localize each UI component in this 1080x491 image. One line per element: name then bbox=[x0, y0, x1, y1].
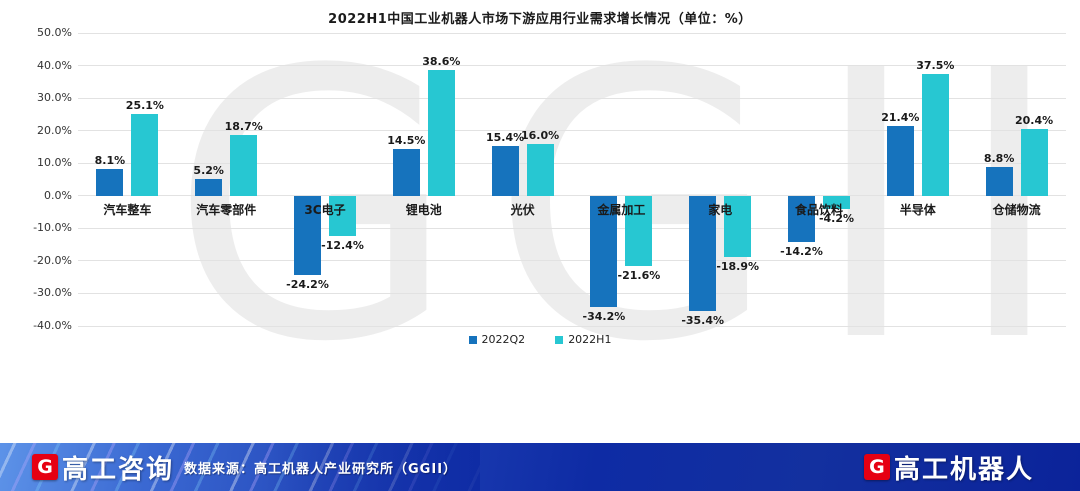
legend-swatch-icon bbox=[555, 335, 564, 344]
bar-2022H1-金属加工 bbox=[625, 195, 653, 267]
category-label: 食品饮料 bbox=[794, 202, 843, 217]
y-axis-tick-label: 30.0% bbox=[37, 91, 72, 105]
value-label: -34.2% bbox=[582, 310, 626, 324]
bar-2022Q2-家电 bbox=[689, 195, 717, 311]
category-label: 锂电池 bbox=[405, 202, 442, 217]
category-label: 仓储物流 bbox=[992, 202, 1041, 217]
bar-2022H1-3C电子 bbox=[329, 195, 356, 237]
ggii-logo-icon: G bbox=[32, 454, 58, 480]
bar-2022H1-光伏 bbox=[526, 143, 554, 196]
gridline bbox=[78, 325, 1066, 327]
bar-2022Q2-半导体 bbox=[886, 126, 914, 196]
gridline bbox=[78, 162, 1066, 164]
value-label: -24.2% bbox=[286, 277, 329, 291]
value-label: 25.1% bbox=[125, 99, 164, 113]
gridline bbox=[78, 130, 1066, 132]
category-label: 家电 bbox=[708, 202, 733, 217]
bar-2022H1-锂电池 bbox=[427, 70, 455, 196]
gridline bbox=[78, 227, 1066, 229]
bar-2022H1-家电 bbox=[724, 195, 752, 258]
value-label: -21.6% bbox=[617, 269, 661, 283]
bar-2022Q2-仓储物流 bbox=[985, 167, 1013, 196]
value-label: -35.4% bbox=[681, 314, 725, 328]
bar-2022H1-仓储物流 bbox=[1020, 129, 1048, 196]
value-label: 8.1% bbox=[94, 154, 126, 168]
y-axis-tick-label: 50.0% bbox=[37, 26, 72, 39]
category-label: 汽车零部件 bbox=[196, 202, 257, 217]
gridline bbox=[78, 97, 1066, 99]
value-label: 20.4% bbox=[1015, 114, 1054, 128]
bar-2022Q2-金属加工 bbox=[590, 195, 618, 308]
bar-2022Q2-3C电子 bbox=[294, 195, 321, 275]
data-source-text: 数据来源：高工机器人产业研究所（GGII） bbox=[184, 461, 458, 477]
bar-2022H1-食品饮料 bbox=[823, 195, 850, 210]
legend-item-2022Q2: 2022Q2 bbox=[468, 333, 526, 346]
bar-2022Q2-汽车整车 bbox=[96, 169, 124, 196]
value-label: 5.2% bbox=[193, 163, 224, 177]
y-axis-tick-label: 40.0% bbox=[37, 58, 72, 72]
ggii-logo-icon: G bbox=[863, 454, 890, 480]
value-label: 21.4% bbox=[881, 111, 920, 125]
value-label: 14.5% bbox=[387, 133, 426, 147]
value-label: 15.4% bbox=[486, 130, 525, 144]
bar-2022Q2-食品饮料 bbox=[788, 195, 815, 242]
legend-swatch-icon bbox=[468, 335, 477, 344]
gridline bbox=[78, 292, 1066, 294]
y-axis-tick-label: -30.0% bbox=[33, 286, 72, 300]
category-label: 金属加工 bbox=[597, 202, 646, 217]
y-axis-tick-label: 10.0% bbox=[37, 156, 72, 170]
y-axis-tick-label: -20.0% bbox=[33, 253, 72, 267]
y-axis-tick-label: -40.0% bbox=[33, 319, 72, 332]
category-label: 3C电子 bbox=[304, 202, 346, 217]
footer-streaks-decoration bbox=[0, 443, 480, 491]
bar-2022H1-汽车零部件 bbox=[230, 134, 258, 196]
footer-right-brand-name: 高工机器人 bbox=[893, 454, 1034, 485]
chart-title: 2022H1中国工业机器人市场下游应用行业需求增长情况（单位：%） bbox=[328, 12, 752, 27]
bar-2022Q2-锂电池 bbox=[392, 148, 420, 196]
value-label: -12.4% bbox=[321, 239, 364, 253]
footer-left-brand-name: 高工咨询 bbox=[62, 454, 175, 485]
legend-item-2022H1: 2022H1 bbox=[555, 333, 611, 346]
footer-banner: G 高工咨询 数据来源：高工机器人产业研究所（GGII） G 高工机器人 bbox=[0, 443, 1080, 491]
footer-right-brand: G 高工机器人 bbox=[863, 449, 1034, 486]
gridline bbox=[78, 195, 1066, 197]
chart-legend: 2022Q2 2022H1 bbox=[0, 333, 1080, 346]
y-axis-tick-label: -10.0% bbox=[33, 221, 72, 235]
value-label: -4.2% bbox=[818, 212, 855, 226]
gridline bbox=[78, 32, 1066, 34]
gridline bbox=[78, 260, 1066, 262]
bar-2022H1-汽车整车 bbox=[131, 114, 159, 196]
gridline bbox=[78, 65, 1066, 67]
legend-label: 2022Q2 bbox=[481, 333, 526, 346]
value-label: 37.5% bbox=[916, 58, 955, 72]
value-label: 38.6% bbox=[422, 55, 461, 69]
category-label: 汽车整车 bbox=[103, 202, 152, 217]
category-label: 光伏 bbox=[510, 202, 535, 217]
y-axis-tick-label: 0.0% bbox=[44, 188, 72, 202]
value-label: -14.2% bbox=[780, 245, 823, 258]
legend-label: 2022H1 bbox=[568, 333, 612, 346]
bar-2022Q2-汽车零部件 bbox=[195, 178, 223, 196]
value-label: 16.0% bbox=[521, 128, 560, 142]
bar-2022Q2-光伏 bbox=[491, 145, 519, 196]
footer-left-brand: G 高工咨询 数据来源：高工机器人产业研究所（GGII） bbox=[32, 449, 457, 486]
value-label: 8.8% bbox=[983, 152, 1015, 166]
y-axis-tick-label: 20.0% bbox=[37, 123, 72, 137]
value-label: -18.9% bbox=[716, 260, 760, 274]
bar-2022H1-半导体 bbox=[921, 73, 949, 196]
value-label: 18.7% bbox=[224, 119, 263, 133]
category-label: 半导体 bbox=[899, 202, 936, 217]
